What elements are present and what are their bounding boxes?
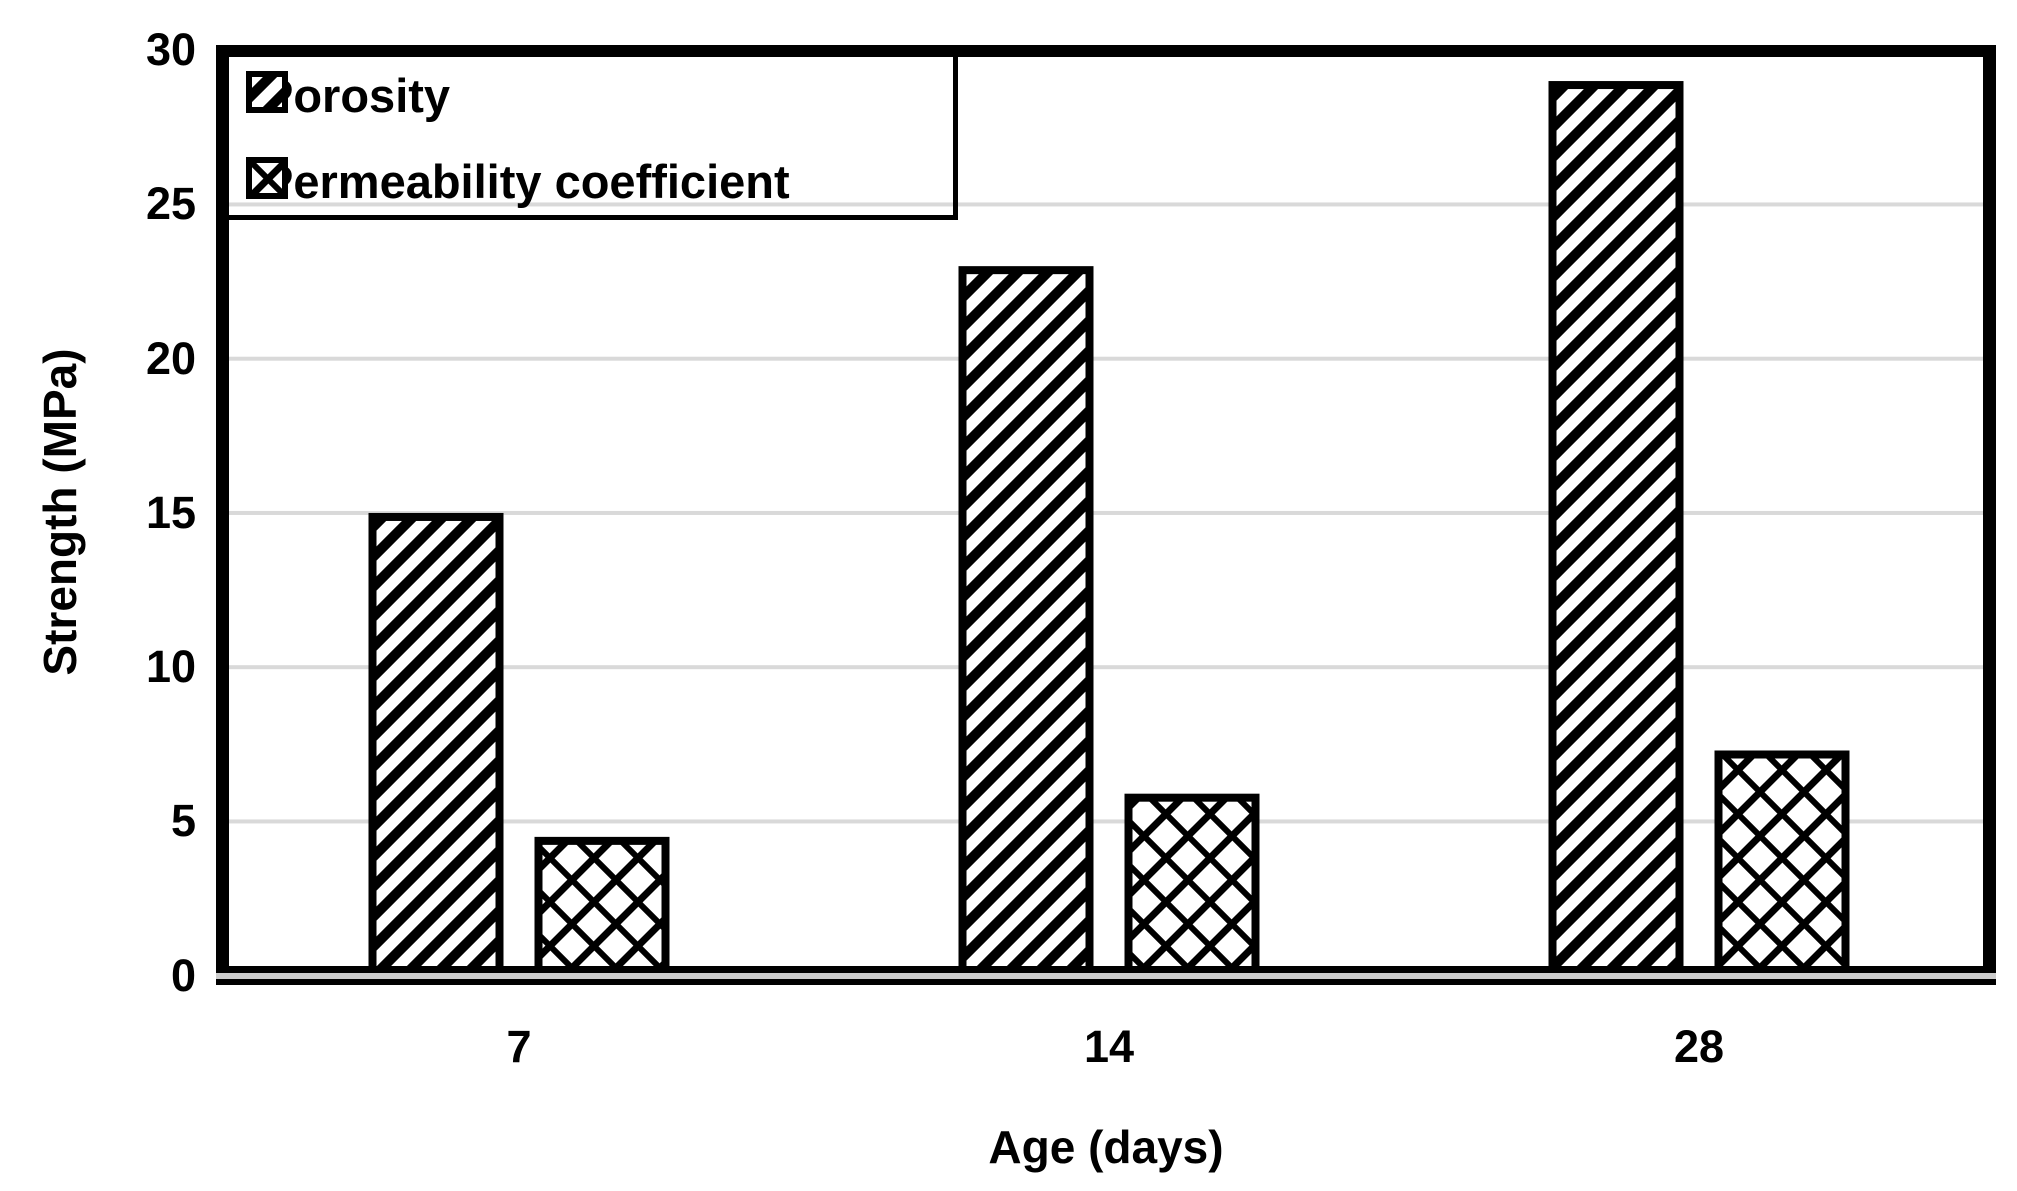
x-axis-title: Age (days) <box>988 1121 1224 1173</box>
gridline-10 <box>229 665 1983 670</box>
legend-label-permeability: Permeability coefficient <box>262 155 790 208</box>
bars <box>368 81 1850 975</box>
legend-item-porosity: Porosity <box>246 71 450 121</box>
y-tick-label-15: 15 <box>145 486 196 538</box>
y-axis-title: Strength (MPa) <box>34 348 86 676</box>
gridlines <box>229 202 1983 824</box>
frame-right <box>1983 45 1996 985</box>
y-tick-label-30: 30 <box>145 24 196 76</box>
bar-permeability-7 <box>534 836 670 974</box>
y-tick-label-20: 20 <box>145 332 196 384</box>
permeability-hatch-swatch-icon <box>246 157 288 199</box>
x-axis-line <box>216 966 1996 973</box>
x-tick-label-28: 28 <box>1673 1021 1725 1072</box>
gridline-15 <box>229 510 1983 515</box>
x-axis-line-inner <box>216 973 1996 979</box>
bar-permeability-14 <box>1124 793 1260 974</box>
bar-porosity-14 <box>958 266 1094 974</box>
porosity-hatch-swatch-icon <box>246 71 288 113</box>
y-tick-label-0: 0 <box>170 949 196 1001</box>
frame-left <box>216 45 229 985</box>
gridline-20 <box>229 356 1983 361</box>
x-tick-label-7: 7 <box>506 1021 532 1072</box>
gridline-25 <box>229 202 1983 207</box>
plot-frame <box>216 45 1996 985</box>
bar-porosity-28 <box>1548 81 1684 975</box>
bar-porosity-7 <box>368 512 504 974</box>
bar-permeability-28 <box>1714 750 1850 974</box>
y-tick-label-10: 10 <box>145 641 196 693</box>
x-axis-line-bottom <box>216 979 1996 985</box>
legend-box: Porosity Permeability coefficient <box>219 48 958 220</box>
y-tick-label-25: 25 <box>145 178 196 230</box>
legend-label-porosity: Porosity <box>262 69 451 122</box>
gridline-5 <box>229 819 1983 824</box>
legend-item-permeability: Permeability coefficient <box>246 157 790 207</box>
y-tick-label-5: 5 <box>170 795 196 847</box>
x-tick-label-14: 14 <box>1083 1021 1135 1072</box>
